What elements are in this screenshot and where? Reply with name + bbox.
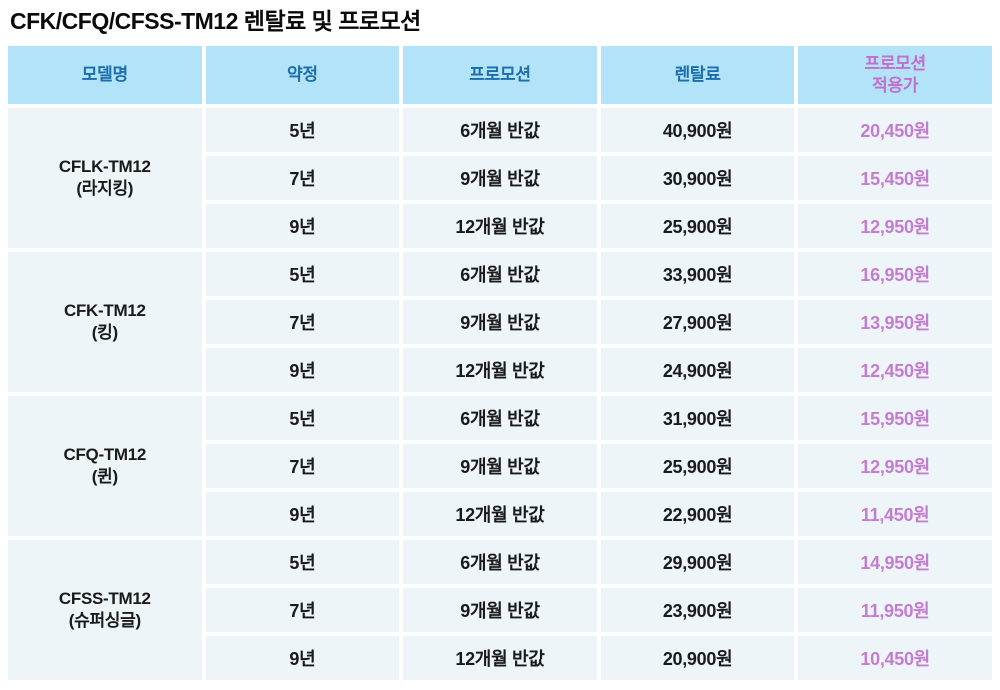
- promo-price-cell: 13,950원: [798, 299, 992, 344]
- model-cell: CFSS-TM12 (슈퍼싱글): [8, 539, 202, 680]
- term-cell: 5년: [205, 107, 400, 152]
- model-name: CFQ-TM12: [63, 444, 147, 464]
- term-cell: 7년: [205, 443, 400, 488]
- rental-fee-cell: 31,900원: [600, 395, 795, 440]
- promotion-cell: 9개월 반값: [403, 299, 597, 344]
- promo-price-cell: 14,950원: [798, 539, 992, 584]
- page-title: CFK/CFQ/CFSS-TM12 렌탈료 및 프로모션: [10, 8, 421, 34]
- rental-fee-cell: 25,900원: [600, 203, 795, 248]
- term-cell: 5년: [205, 251, 400, 296]
- model-name: CFK-TM12: [63, 300, 146, 320]
- rental-fee-cell: 25,900원: [600, 443, 795, 488]
- term-cell: 9년: [205, 203, 400, 248]
- promo-price-cell: 20,450원: [798, 107, 992, 152]
- term-cell: 7년: [205, 299, 400, 344]
- promotion-cell: 12개월 반값: [403, 347, 597, 392]
- model-variant: (퀸): [91, 466, 118, 486]
- promo-price-cell: 12,950원: [798, 203, 992, 248]
- table-row: CFQ-TM12 (퀸) 5년 6개월 반값 31,900원 15,950원: [8, 395, 992, 536]
- promotion-cell: 9개월 반값: [403, 155, 597, 200]
- promo-price-cell: 16,950원: [798, 251, 992, 296]
- rental-fee-cell: 40,900원: [600, 107, 795, 152]
- pricing-table: 모델명 약정 프로모션 렌탈료 프로모션 적용가 CFLK-TM12 (라지킹)…: [4, 42, 996, 684]
- model-cell: CFLK-TM12 (라지킹): [8, 107, 202, 248]
- table-row: CFSS-TM12 (슈퍼싱글) 5년 6개월 반값 29,900원 14,95…: [8, 539, 992, 680]
- promo-price-cell: 15,450원: [798, 155, 992, 200]
- rental-fee-cell: 29,900원: [600, 539, 795, 584]
- rental-fee-cell: 30,900원: [600, 155, 795, 200]
- promotion-cell: 6개월 반값: [403, 395, 597, 440]
- rental-fee-cell: 23,900원: [600, 587, 795, 632]
- table-row: 7년 9개월 반값 30,900원 15,450원: [8, 155, 992, 200]
- promo-price-cell: 15,950원: [798, 395, 992, 440]
- promotion-cell: 12개월 반값: [403, 203, 597, 248]
- model-name: CFLK-TM12: [58, 156, 151, 176]
- term-cell: 5년: [205, 395, 400, 440]
- col-header-rental-fee: 렌탈료: [600, 45, 795, 104]
- rental-fee-cell: 27,900원: [600, 299, 795, 344]
- rental-fee-cell: 20,900원: [600, 635, 795, 680]
- col-header-term: 약정: [205, 45, 400, 104]
- col-header-promotion: 프로모션: [403, 45, 597, 104]
- model-variant: (킹): [91, 322, 118, 342]
- term-cell: 7년: [205, 155, 400, 200]
- table-row: 9년 12개월 반값 24,900원 12,450원: [8, 347, 992, 392]
- table-row: 9년 12개월 반값 20,900원 10,450원: [8, 635, 992, 680]
- promotion-cell: 6개월 반값: [403, 107, 597, 152]
- model-cell: CFQ-TM12 (퀸): [8, 395, 202, 536]
- table-row: CFLK-TM12 (라지킹) 5년 6개월 반값 40,900원 20,450…: [8, 107, 992, 248]
- term-cell: 9년: [205, 347, 400, 392]
- promotion-cell: 12개월 반값: [403, 491, 597, 536]
- rental-fee-cell: 22,900원: [600, 491, 795, 536]
- term-cell: 7년: [205, 587, 400, 632]
- table-row: 7년 9개월 반값 27,900원 13,950원: [8, 299, 992, 344]
- promo-price-cell: 12,450원: [798, 347, 992, 392]
- rental-fee-cell: 24,900원: [600, 347, 795, 392]
- promo-price-cell: 11,450원: [798, 491, 992, 536]
- table-row: 9년 12개월 반값 22,900원 11,450원: [8, 491, 992, 536]
- term-cell: 9년: [205, 635, 400, 680]
- promotion-cell: 9개월 반값: [403, 587, 597, 632]
- promotion-cell: 6개월 반값: [403, 539, 597, 584]
- rental-fee-cell: 33,900원: [600, 251, 795, 296]
- promotion-cell: 6개월 반값: [403, 251, 597, 296]
- table-row: CFK-TM12 (킹) 5년 6개월 반값 33,900원 16,950원: [8, 251, 992, 392]
- promotion-cell: 12개월 반값: [403, 635, 597, 680]
- term-cell: 9년: [205, 491, 400, 536]
- term-cell: 5년: [205, 539, 400, 584]
- col-header-model: 모델명: [8, 45, 202, 104]
- model-name: CFSS-TM12: [58, 588, 151, 608]
- promo-price-cell: 11,950원: [798, 587, 992, 632]
- model-cell: CFK-TM12 (킹): [8, 251, 202, 392]
- model-variant: (슈퍼싱글): [68, 610, 141, 630]
- table-row: 7년 9개월 반값 25,900원 12,950원: [8, 443, 992, 488]
- promotion-cell: 9개월 반값: [403, 443, 597, 488]
- table-header-row: 모델명 약정 프로모션 렌탈료 프로모션 적용가: [8, 45, 992, 104]
- promo-price-cell: 12,950원: [798, 443, 992, 488]
- model-variant: (라지킹): [76, 178, 134, 198]
- table-row: 7년 9개월 반값 23,900원 11,950원: [8, 587, 992, 632]
- promo-price-cell: 10,450원: [798, 635, 992, 680]
- col-header-promo-price: 프로모션 적용가: [798, 45, 992, 104]
- table-row: 9년 12개월 반값 25,900원 12,950원: [8, 203, 992, 248]
